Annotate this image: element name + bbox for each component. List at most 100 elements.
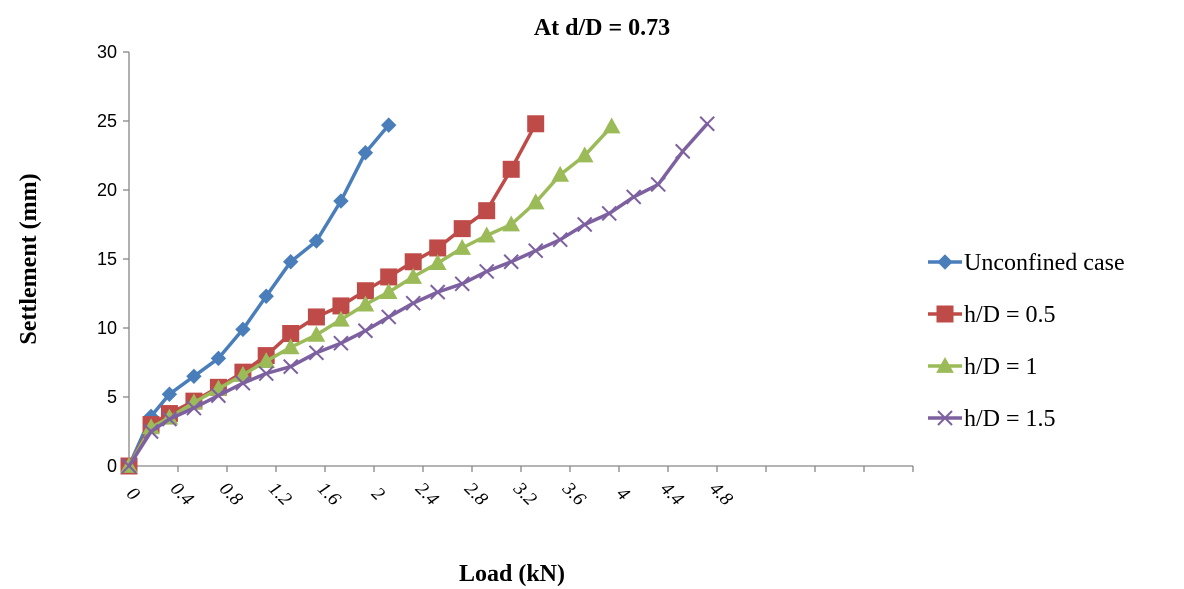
- x-tick-label: 4: [612, 483, 634, 505]
- data-point: [477, 226, 496, 243]
- series-3: [120, 117, 621, 473]
- x-tick-label: 4.4: [656, 478, 688, 510]
- data-point: [210, 387, 227, 404]
- data-point: [357, 145, 374, 161]
- series-1: [121, 117, 397, 474]
- data-point: [576, 216, 593, 233]
- legend-item: h/D = 0.5: [928, 302, 1056, 328]
- data-point: [527, 115, 545, 133]
- data-point: [674, 143, 691, 160]
- data-point: [257, 352, 276, 369]
- data-point: [699, 116, 715, 132]
- data-point: [404, 267, 423, 284]
- data-point: [333, 335, 349, 351]
- data-point: [379, 283, 398, 300]
- legend-label: h/D = 0.5: [964, 302, 1056, 328]
- data-point: [282, 254, 299, 270]
- data-point: [282, 358, 299, 375]
- legend-item: h/D = 1.5: [928, 406, 1056, 432]
- data-point: [161, 386, 178, 402]
- y-tick-label: 15: [97, 249, 117, 269]
- legend-label: Unconfined case: [964, 250, 1125, 276]
- legend-label: h/D = 1.5: [964, 406, 1056, 432]
- data-point: [308, 233, 325, 249]
- data-point: [503, 254, 519, 270]
- x-tick-label: 2: [367, 483, 389, 505]
- data-point: [235, 321, 251, 338]
- data-point: [258, 365, 274, 382]
- legend: Unconfined case h/D = 0.5 h/D = 1 h/D = 1.5: [928, 250, 1125, 432]
- data-point: [527, 243, 544, 259]
- data-point: [405, 295, 421, 311]
- y-tick-label: 10: [97, 318, 117, 338]
- x-tick-label: 0: [122, 483, 144, 505]
- data-point: [404, 253, 422, 271]
- data-point: [356, 295, 375, 312]
- data-point: [575, 146, 594, 163]
- data-point: [332, 310, 350, 327]
- x-tick-label: 3.2: [508, 478, 541, 511]
- data-point: [429, 284, 446, 300]
- x-tick-label: 2.4: [411, 478, 443, 510]
- data-point: [307, 308, 325, 326]
- data-point: [143, 423, 159, 440]
- data-point: [601, 205, 617, 222]
- data-point: [602, 117, 621, 134]
- data-point: [526, 193, 545, 210]
- data-point: [502, 160, 520, 178]
- data-point: [380, 268, 398, 286]
- y-tick-label: 0: [107, 456, 117, 476]
- data-point: [161, 411, 178, 427]
- series-layer: [120, 115, 715, 475]
- data-point: [121, 458, 137, 474]
- data-point: [235, 375, 251, 391]
- legend-marker: [936, 305, 954, 323]
- data-point: [453, 220, 471, 238]
- data-point: [210, 350, 227, 367]
- chart-title: At d/D = 0.73: [534, 15, 670, 41]
- data-point: [453, 238, 472, 255]
- legend-marker: [936, 356, 954, 373]
- data-point: [552, 231, 568, 248]
- x-tick-label: 4.8: [705, 478, 737, 510]
- legend-label: h/D = 1: [964, 354, 1038, 380]
- legend-item: Unconfined case: [928, 250, 1125, 276]
- legend-item: h/D = 1: [928, 354, 1038, 380]
- data-point: [478, 263, 495, 280]
- data-point: [333, 193, 349, 209]
- y-tick-label: 25: [97, 111, 117, 131]
- data-point: [308, 345, 325, 361]
- data-point: [625, 189, 642, 205]
- x-tick-label: 0.4: [166, 478, 198, 510]
- series-2: [120, 115, 545, 475]
- data-point: [380, 309, 397, 325]
- y-tick-label: 30: [97, 42, 117, 62]
- x-tick-label: 2.8: [460, 478, 492, 510]
- data-point: [258, 288, 274, 304]
- data-point: [357, 323, 374, 339]
- x-tick-label: 3.6: [557, 478, 590, 511]
- y-tick-label: 20: [97, 180, 117, 200]
- data-point: [186, 400, 202, 416]
- series-line: [127, 122, 709, 468]
- data-point: [478, 202, 496, 220]
- data-point: [502, 215, 521, 232]
- x-tick-label: 1.2: [264, 478, 296, 510]
- data-point: [551, 165, 570, 182]
- y-tick-label: 5: [107, 387, 117, 407]
- data-point: [307, 325, 326, 342]
- series-line: [127, 122, 538, 468]
- legend-marker: [937, 254, 953, 270]
- data-point: [281, 338, 300, 355]
- data-point: [429, 239, 447, 257]
- data-point: [454, 276, 470, 292]
- y-axis-title: Settlement (mm): [16, 173, 42, 344]
- legend-marker: [937, 410, 953, 426]
- x-tick-label: 0.8: [215, 478, 247, 510]
- x-axis-title: Load (kN): [459, 561, 565, 587]
- data-point: [380, 117, 397, 133]
- data-point: [650, 176, 666, 193]
- data-point: [428, 254, 447, 271]
